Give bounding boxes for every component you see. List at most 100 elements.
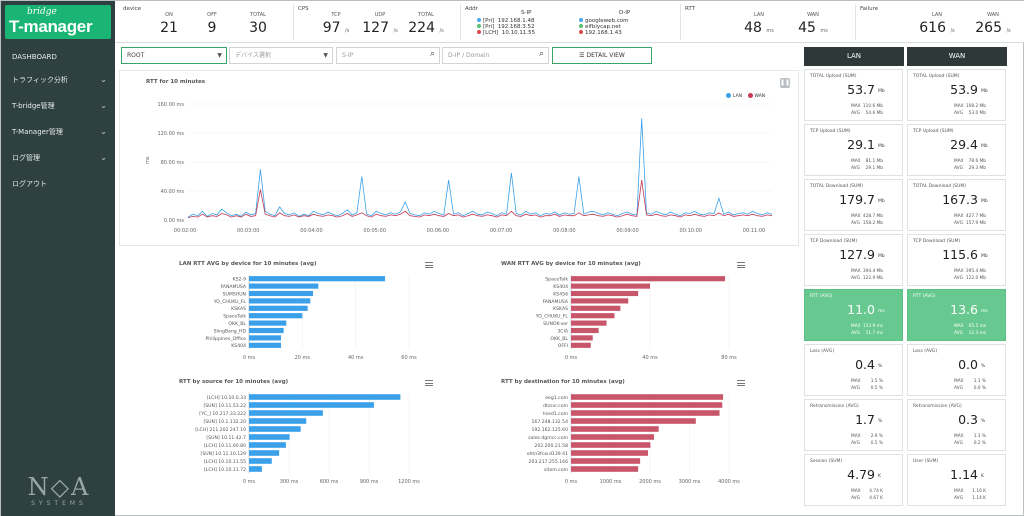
bar[interactable] — [249, 276, 385, 282]
bar[interactable] — [571, 327, 599, 334]
device-total-stat: TOTAL 30 — [240, 12, 276, 36]
bar[interactable] — [571, 305, 621, 311]
chart-menu-icon[interactable] — [425, 262, 433, 268]
bar[interactable] — [249, 442, 286, 448]
bar[interactable] — [571, 313, 615, 319]
bar[interactable] — [571, 418, 696, 424]
dip-input[interactable]: D-IP / Domain ⌕ — [442, 47, 549, 64]
lan-rtt-device-chart[interactable]: LAN RTT AVG by device for 10 minutes (av… — [119, 255, 439, 367]
card-avg-value: 11.7 ms — [865, 331, 883, 336]
bar[interactable] — [249, 320, 287, 326]
device-select-placeholder: デバイス選択 — [235, 52, 271, 59]
bar[interactable] — [249, 410, 323, 416]
sidebar-item-logout[interactable]: ログアウト — [1, 171, 115, 197]
rtt-legend[interactable]: LAN WAN — [722, 93, 765, 99]
bar[interactable] — [571, 290, 639, 297]
bar[interactable] — [249, 305, 308, 311]
rtt-xtick-label: 00:06:00 — [427, 228, 449, 234]
card-max-value: 110.6 Mb — [862, 104, 883, 109]
root-select[interactable]: ROOT ▼ — [121, 47, 227, 64]
bar[interactable] — [249, 327, 284, 334]
bar[interactable] — [249, 450, 280, 456]
bar[interactable] — [249, 290, 313, 297]
bar[interactable] — [571, 298, 629, 304]
rtt-destination-chart[interactable]: RTT by destination for 10 minutes (avg) 0… — [441, 373, 751, 491]
src-item[interactable]: [LCH] 10.10.11.55 — [477, 30, 535, 36]
bar[interactable] — [249, 394, 401, 400]
bar[interactable] — [571, 426, 659, 432]
bar[interactable] — [571, 458, 641, 464]
bar-category-label: KS2-9 — [233, 277, 247, 283]
bar[interactable] — [571, 402, 723, 408]
bar[interactable] — [571, 410, 720, 416]
bar[interactable] — [249, 402, 374, 408]
pause-button[interactable]: ❚❚ — [780, 78, 791, 88]
rtt-source-chart[interactable]: RTT by source for 10 minutes (avg) 0 ms 30… — [119, 373, 439, 491]
bar[interactable] — [571, 394, 724, 400]
chart-menu-icon[interactable] — [425, 380, 433, 386]
bar[interactable] — [571, 434, 654, 440]
chevron-down-icon: ▼ — [217, 52, 222, 59]
bar[interactable] — [249, 335, 281, 341]
bar[interactable] — [249, 458, 272, 464]
card-max: MAX 1.3 % — [954, 434, 986, 439]
bar-category-label: [SUN] 10.11.42.7 — [206, 435, 246, 441]
bar[interactable] — [249, 466, 262, 472]
detail-view-button[interactable]: ☰ DETAIL VIEW — [552, 47, 652, 64]
search-icon[interactable]: ⌕ — [538, 49, 544, 59]
bar[interactable] — [249, 434, 290, 440]
rtt-line-chart[interactable]: 160.00 ms 120.00 ms 80.00 ms 40.00 ms 0.00 m… — [120, 71, 798, 245]
bar[interactable] — [249, 313, 303, 319]
sidebar-item-traffic[interactable]: トラフィック分析 ⌄ — [1, 67, 115, 93]
bar[interactable] — [249, 426, 301, 432]
chart-menu-icon[interactable] — [737, 262, 745, 268]
metric-card: User (SUM) 1.14 K MAX 1.16 K AVG 1.14 K — [907, 454, 1006, 506]
bar[interactable] — [571, 283, 650, 289]
bar[interactable] — [571, 320, 607, 326]
tab-wan[interactable]: WAN — [907, 47, 1007, 66]
rtt-xtick-label: 00:11:00 — [743, 228, 765, 234]
dst-item[interactable]: elfbiycap.net — [579, 24, 621, 30]
bar[interactable] — [571, 335, 593, 341]
logo[interactable]: bridge T-manager — [5, 5, 111, 39]
legend-lan-dot — [726, 93, 731, 98]
bar-category-label: [SUN] 10.11.10.129 — [201, 451, 247, 457]
bar[interactable] — [249, 283, 319, 289]
bar[interactable] — [249, 342, 281, 348]
card-unit: % — [981, 419, 986, 424]
sidebar-item-dashboard[interactable]: DASHBOARD — [1, 47, 115, 67]
sidebar-item-log[interactable]: ログ管理 ⌄ — [1, 145, 115, 171]
sidebar: bridge T-manager DASHBOARD トラフィック分析 ⌄ T-b… — [1, 1, 115, 516]
chart-menu-icon[interactable] — [737, 380, 745, 386]
bar[interactable] — [571, 276, 726, 282]
search-icon[interactable]: ⌕ — [429, 49, 435, 59]
dst-item[interactable]: 192.168.1.43 — [579, 30, 622, 36]
card-title: TCP Download (SUM) — [913, 239, 961, 244]
tab-lan[interactable]: LAN — [804, 47, 904, 66]
wan-rtt-device-chart[interactable]: WAN RTT AVG by device for 10 minutes (av… — [441, 255, 751, 367]
bar-chart-svg: RTT by destination for 10 minutes (avg) 0… — [501, 379, 740, 485]
rtt-stats: RTT LAN 48 ms WAN 45 ms — [680, 4, 850, 40]
bar[interactable] — [249, 418, 307, 424]
card-avg-label: AVG — [851, 441, 860, 446]
bar[interactable] — [571, 442, 651, 448]
card-avg-label: AVG — [954, 276, 963, 281]
card-value: 1.14 — [950, 467, 978, 482]
card-avg: AVG 0.2 % — [954, 441, 986, 446]
bar[interactable] — [571, 466, 639, 472]
bar[interactable] — [571, 450, 649, 456]
sip-input[interactable]: S-IP ⌕ — [336, 47, 440, 64]
src-item[interactable]: [Pri] 192.168.3.52 — [477, 24, 535, 30]
legend-wan-dot — [747, 93, 753, 98]
sidebar-item-tmanager[interactable]: T-Manager管理 ⌄ — [1, 119, 115, 145]
device-select[interactable]: デバイス選択 ▼ — [229, 47, 333, 64]
sidebar-item-tbridge[interactable]: T-bridge管理 ⌄ — [1, 93, 115, 119]
src-item[interactable]: [Pri] 192.168.1.48 — [477, 18, 535, 24]
dst-item[interactable]: googleweb.com — [579, 18, 629, 24]
bar-category-label: OKK_BL — [228, 321, 246, 327]
card-value: 0.3 — [958, 412, 978, 427]
bar[interactable] — [249, 298, 311, 304]
rtt-wan-line — [187, 180, 773, 219]
bar[interactable] — [571, 342, 591, 348]
